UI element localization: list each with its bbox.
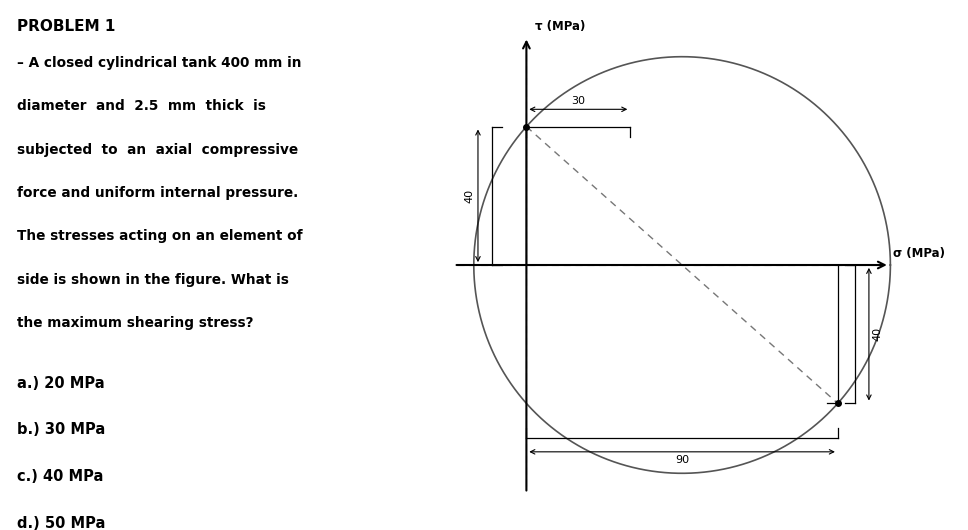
Text: a.) 20 MPa: a.) 20 MPa [17, 376, 105, 391]
Text: 30: 30 [571, 96, 586, 106]
Text: 90: 90 [675, 455, 689, 465]
Text: force and uniform internal pressure.: force and uniform internal pressure. [17, 186, 298, 200]
Text: b.) 30 MPa: b.) 30 MPa [17, 422, 106, 437]
Text: d.) 50 MPa: d.) 50 MPa [17, 516, 106, 530]
Text: diameter  and  2.5  mm  thick  is: diameter and 2.5 mm thick is [17, 99, 266, 113]
Text: 40: 40 [872, 327, 883, 341]
Text: side is shown in the figure. What is: side is shown in the figure. What is [17, 273, 288, 287]
Text: c.) 40 MPa: c.) 40 MPa [17, 469, 104, 484]
Text: PROBLEM 1: PROBLEM 1 [17, 19, 115, 33]
Text: τ (MPa): τ (MPa) [535, 20, 586, 33]
Text: the maximum shearing stress?: the maximum shearing stress? [17, 316, 254, 330]
Text: The stresses acting on an element of: The stresses acting on an element of [17, 229, 303, 243]
Text: – A closed cylindrical tank 400 mm in: – A closed cylindrical tank 400 mm in [17, 56, 302, 69]
Text: 40: 40 [465, 189, 474, 203]
Text: σ (MPa): σ (MPa) [893, 247, 945, 260]
Text: subjected  to  an  axial  compressive: subjected to an axial compressive [17, 143, 298, 156]
